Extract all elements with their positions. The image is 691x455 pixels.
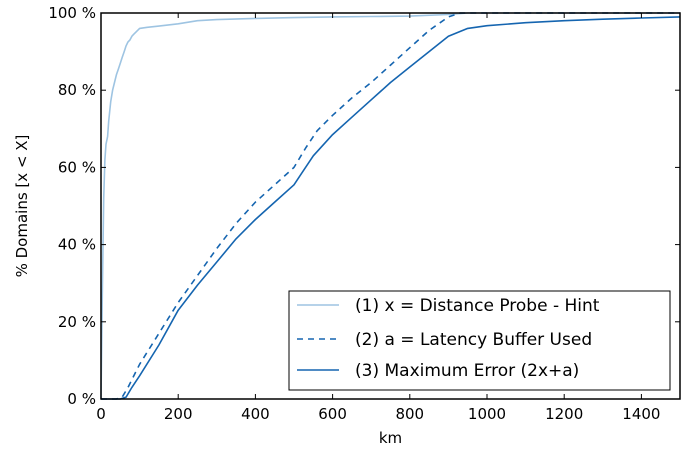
y-tick-label: 0 % [67, 390, 96, 408]
axis-ticks: 0 200 400 600 800 1000 1200 1400 0 % 20 % 40 % 60 %… [48, 4, 680, 423]
x-tick-label: 1400 [622, 405, 660, 423]
legend-box [288, 290, 671, 391]
x-tick-label: 600 [318, 405, 347, 423]
y-axis-label: % Domains [x < X] [13, 135, 31, 278]
y-tick-label: 60 % [58, 158, 96, 176]
y-tick-label: 80 % [58, 81, 96, 99]
y-tick-label: 20 % [58, 313, 96, 331]
x-tick-label: 0 [96, 405, 106, 423]
x-tick-label: 200 [164, 405, 193, 423]
x-tick-label: 1200 [545, 405, 583, 423]
y-tick-label: 100 % [48, 4, 96, 22]
series-line-3 [101, 16, 681, 400]
legend-label-3: (3) Maximum Error (2x+a) [355, 361, 579, 381]
series-line-1 [100, 12, 680, 400]
chart-curves [100, 12, 681, 400]
x-axis-label: km [379, 429, 402, 447]
x-tick-label: 800 [395, 405, 424, 423]
legend-label-2: (2) a = Latency Buffer Used [355, 330, 592, 350]
series-line-2 [101, 12, 680, 400]
legend: (1) x = Distance Probe - Hint (2) a = Lat… [288, 290, 671, 391]
legend-label-1: (1) x = Distance Probe - Hint [355, 296, 600, 316]
y-tick-label: 40 % [58, 236, 96, 254]
x-tick-label: 1000 [468, 405, 506, 423]
plot-frame [100, 12, 681, 400]
x-tick-label: 400 [241, 405, 270, 423]
